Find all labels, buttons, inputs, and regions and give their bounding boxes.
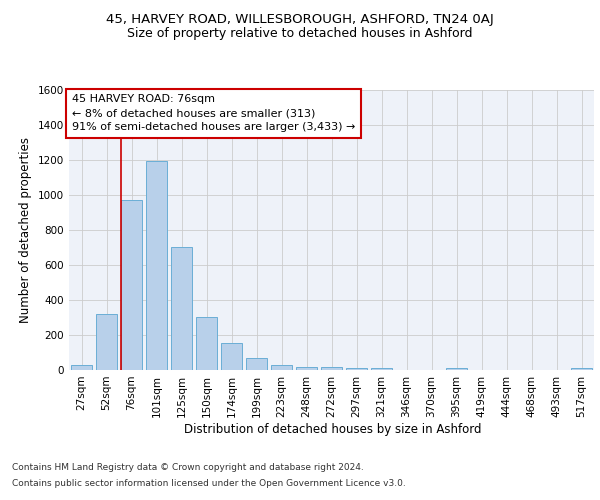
Bar — [96, 314, 117, 370]
Bar — [171, 248, 192, 370]
Bar — [271, 365, 292, 370]
Bar — [246, 358, 267, 370]
Bar — [346, 368, 367, 370]
Text: Size of property relative to detached houses in Ashford: Size of property relative to detached ho… — [127, 28, 473, 40]
Bar — [196, 316, 217, 370]
Bar — [371, 368, 392, 370]
Bar — [321, 368, 342, 370]
Text: 45, HARVEY ROAD, WILLESBOROUGH, ASHFORD, TN24 0AJ: 45, HARVEY ROAD, WILLESBOROUGH, ASHFORD,… — [106, 12, 494, 26]
Bar — [446, 368, 467, 370]
Text: 45 HARVEY ROAD: 76sqm
← 8% of detached houses are smaller (313)
91% of semi-deta: 45 HARVEY ROAD: 76sqm ← 8% of detached h… — [71, 94, 355, 132]
Text: Distribution of detached houses by size in Ashford: Distribution of detached houses by size … — [184, 422, 482, 436]
Bar — [71, 365, 92, 370]
Bar — [571, 368, 592, 370]
Bar — [221, 343, 242, 370]
Text: Contains HM Land Registry data © Crown copyright and database right 2024.: Contains HM Land Registry data © Crown c… — [12, 464, 364, 472]
Text: Contains public sector information licensed under the Open Government Licence v3: Contains public sector information licen… — [12, 478, 406, 488]
Y-axis label: Number of detached properties: Number of detached properties — [19, 137, 32, 323]
Bar — [146, 161, 167, 370]
Bar — [296, 366, 317, 370]
Bar — [121, 200, 142, 370]
